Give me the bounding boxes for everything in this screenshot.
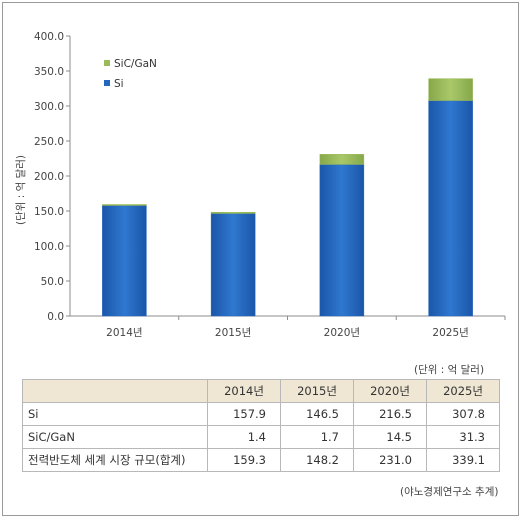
- x-tick-label: 2014년: [106, 327, 142, 339]
- figure-frame: [2, 2, 519, 516]
- bar-sic-gan: [319, 154, 365, 165]
- bar-si: [102, 205, 147, 317]
- legend-label: SiC/GaN: [114, 58, 157, 70]
- bar-si: [428, 100, 473, 317]
- y-tick-label: 300.0: [34, 101, 64, 113]
- table-cell: 1.4: [207, 425, 281, 449]
- table-cell: 339.1: [426, 448, 500, 472]
- data-table: 2014년 2015년 2020년 2025년 Si 157.9 146.5 2…: [22, 379, 500, 472]
- legend-label: Si: [114, 78, 124, 90]
- table-cell: 231.0: [353, 448, 427, 472]
- table-cell: 14.5: [353, 425, 427, 449]
- table-header-cell: 2014년: [207, 379, 281, 403]
- y-tick-label: 400.0: [34, 31, 64, 43]
- y-tick-label: 350.0: [34, 66, 64, 78]
- y-tick-label: 150.0: [34, 206, 64, 218]
- bar-si: [210, 213, 256, 317]
- bar-sic-gan: [102, 204, 147, 206]
- bar-sic-gan: [428, 78, 473, 101]
- legend-swatch: [104, 60, 110, 66]
- bar-sic-gan: [210, 212, 256, 214]
- table-header-row: 2014년 2015년 2020년 2025년: [22, 379, 500, 403]
- table-cell: 31.3: [426, 425, 500, 449]
- table-header-cell: 2015년: [280, 379, 354, 403]
- y-tick-label: 100.0: [34, 241, 64, 253]
- table-row: Si 157.9 146.5 216.5 307.8: [22, 402, 500, 426]
- table-row: SiC/GaN 1.4 1.7 14.5 31.3: [22, 425, 500, 449]
- table-cell: 146.5: [280, 402, 354, 426]
- source-note: (야노경제연구소 추계): [400, 486, 499, 498]
- y-tick-label: 0.0: [47, 311, 64, 323]
- table-row-label: Si: [22, 402, 208, 426]
- table-header-cell: [22, 379, 208, 403]
- table-cell: 148.2: [280, 448, 354, 472]
- legend-swatch: [104, 80, 110, 86]
- table-cell: 216.5: [353, 402, 427, 426]
- y-tick-label: 250.0: [34, 136, 64, 148]
- table-cell: 157.9: [207, 402, 281, 426]
- chart-legend: SiC/GaN Si: [98, 52, 160, 100]
- bar-si: [319, 164, 365, 317]
- y-axis-label: (단위 : 억 달러): [14, 155, 27, 225]
- y-tick-label: 50.0: [41, 276, 64, 288]
- x-tick-label: 2020년: [324, 327, 360, 339]
- x-tick-label: 2015년: [215, 327, 251, 339]
- table-cell: 1.7: [280, 425, 354, 449]
- table-unit-note: (단위 : 억 달러): [414, 364, 485, 376]
- x-tick-label: 2025년: [432, 327, 468, 339]
- table-row-label: SiC/GaN: [22, 425, 208, 449]
- stacked-bar-chart: 0.0 50.0 100.0 150.0 200.0 250.0 300.0 350.0 400…: [14, 31, 506, 339]
- table-header-cell: 2020년: [353, 379, 427, 403]
- table-header-cell: 2025년: [426, 379, 500, 403]
- table-row-label: 전력반도체 세계 시장 규모(합계): [22, 448, 208, 472]
- table-cell: 307.8: [426, 402, 500, 426]
- table-cell: 159.3: [207, 448, 281, 472]
- table-row: 전력반도체 세계 시장 규모(합계) 159.3 148.2 231.0 339…: [22, 448, 500, 472]
- y-tick-label: 200.0: [34, 171, 64, 183]
